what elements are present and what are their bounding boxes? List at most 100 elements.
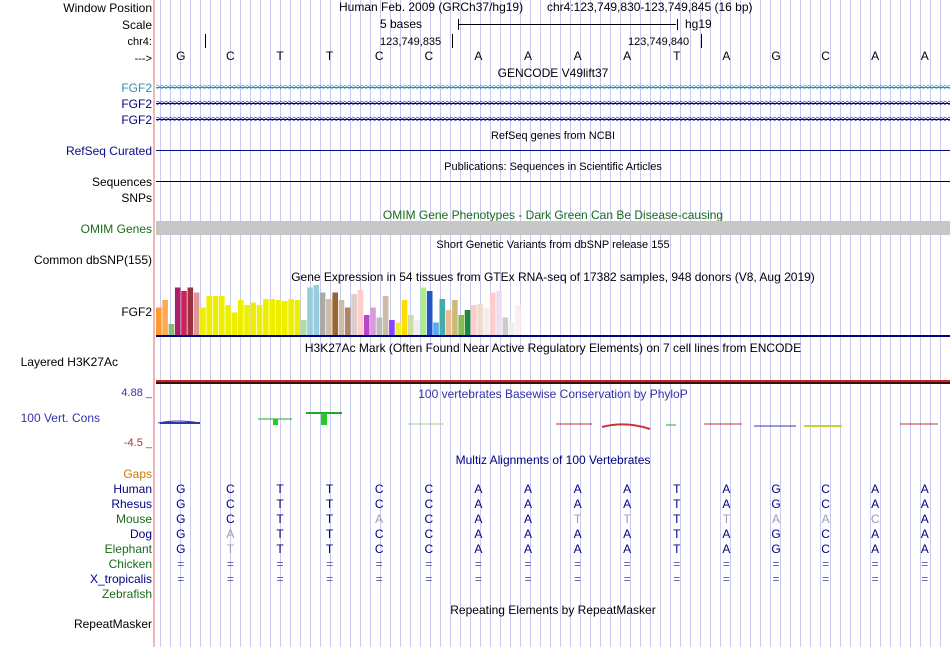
phylop-label[interactable]: 100 Vert. Cons bbox=[20, 411, 100, 425]
gtex-tissue-bar[interactable] bbox=[445, 310, 452, 335]
refseq-title[interactable]: RefSeq genes from NCBI bbox=[490, 130, 616, 142]
gtex-tissue-bar[interactable] bbox=[193, 292, 200, 336]
omim-feature-bar[interactable] bbox=[156, 221, 950, 235]
gtex-tissue-bar[interactable] bbox=[237, 300, 244, 335]
species-label[interactable]: Dog bbox=[129, 527, 152, 541]
gtex-tissue-bar[interactable] bbox=[219, 296, 225, 335]
gtex-tissue-bar[interactable] bbox=[471, 305, 477, 335]
window-position-label[interactable]: Window Position bbox=[63, 1, 152, 15]
gtex-tissue-bar[interactable] bbox=[244, 305, 250, 335]
gtex-tissue-bar[interactable] bbox=[174, 287, 181, 336]
gtex-tissue-bar[interactable] bbox=[439, 299, 446, 335]
gtex-tissue-bar[interactable] bbox=[225, 305, 231, 335]
gtex-tissue-bar[interactable] bbox=[464, 310, 471, 335]
gtex-tissue-bar[interactable] bbox=[263, 299, 269, 335]
repeatmasker-title[interactable]: Repeating Elements by RepeatMasker bbox=[450, 603, 656, 617]
publications-title[interactable]: Publications: Sequences in Scientific Ar… bbox=[444, 161, 662, 173]
gtex-tissue-bar[interactable] bbox=[332, 292, 338, 336]
species-label[interactable]: Mouse bbox=[115, 512, 152, 526]
gtex-tissue-bar[interactable] bbox=[200, 307, 206, 336]
gtex-tissue-bar[interactable] bbox=[401, 300, 408, 335]
gencode-transcript-label[interactable]: FGF2 bbox=[121, 97, 152, 111]
gtex-tissue-bar[interactable] bbox=[496, 291, 502, 335]
gtex-tissue-bar[interactable] bbox=[426, 291, 433, 335]
gtex-tissue-bar[interactable] bbox=[351, 294, 357, 335]
species-label[interactable]: Zebrafish bbox=[101, 587, 152, 601]
gtex-tissue-bar[interactable] bbox=[294, 300, 301, 335]
refseq-label[interactable]: RefSeq Curated bbox=[65, 144, 152, 158]
gtex-tissue-bar[interactable] bbox=[156, 307, 162, 336]
scale-label[interactable]: Scale bbox=[121, 18, 152, 32]
gencode-transcript-label[interactable]: FGF2 bbox=[121, 81, 152, 95]
gencode-transcript-line[interactable] bbox=[156, 119, 950, 120]
publications-line[interactable] bbox=[156, 181, 950, 182]
gaps-label[interactable]: Gaps bbox=[123, 467, 152, 481]
omim-label[interactable]: OMIM Genes bbox=[80, 222, 152, 236]
gtex-tissue-bar[interactable] bbox=[269, 299, 275, 335]
publications-label[interactable]: Sequences bbox=[91, 175, 152, 189]
h3k27ac-signal-dark[interactable] bbox=[156, 382, 950, 384]
gtex-tissue-bar[interactable] bbox=[250, 302, 257, 336]
gtex-label[interactable]: FGF2 bbox=[121, 305, 152, 319]
h3k27ac-label[interactable]: Layered H3K27Ac bbox=[20, 355, 118, 369]
gtex-tissue-bar[interactable] bbox=[477, 304, 483, 335]
gtex-tissue-bar[interactable] bbox=[307, 287, 313, 336]
gtex-tissue-bar[interactable] bbox=[363, 315, 370, 335]
omim-title[interactable]: OMIM Gene Phenotypes - Dark Green Can Be… bbox=[382, 208, 724, 222]
gtex-tissue-bar[interactable] bbox=[389, 320, 395, 335]
gtex-tissue-bar[interactable] bbox=[357, 290, 364, 335]
refseq-gene-line[interactable] bbox=[156, 150, 950, 151]
gtex-tissue-bar[interactable] bbox=[168, 324, 175, 335]
species-label[interactable]: Human bbox=[113, 482, 152, 496]
gtex-tissue-bar[interactable] bbox=[483, 307, 490, 336]
gtex-bar-chart[interactable] bbox=[156, 284, 536, 336]
species-label[interactable]: X_tropicalis bbox=[89, 572, 152, 586]
gencode-transcript-line[interactable] bbox=[156, 87, 950, 88]
gencode-transcript-line[interactable] bbox=[156, 103, 950, 104]
gtex-tissue-bar[interactable] bbox=[508, 322, 515, 336]
gtex-tissue-bar[interactable] bbox=[414, 320, 420, 335]
gtex-tissue-bar[interactable] bbox=[376, 317, 383, 336]
gtex-tissue-bar[interactable] bbox=[282, 301, 288, 335]
gtex-tissue-bar[interactable] bbox=[420, 287, 427, 336]
gtex-tissue-bar[interactable] bbox=[256, 305, 263, 335]
gencode-title[interactable]: GENCODE V49lift37 bbox=[497, 66, 609, 80]
gtex-tissue-bar[interactable] bbox=[212, 296, 219, 335]
species-label[interactable]: Elephant bbox=[104, 542, 152, 556]
gtex-tissue-bar[interactable] bbox=[181, 291, 187, 335]
species-label[interactable]: Chicken bbox=[108, 557, 152, 571]
gtex-tissue-bar[interactable] bbox=[338, 300, 345, 335]
gtex-tissue-bar[interactable] bbox=[489, 292, 496, 336]
repeatmasker-label[interactable]: RepeatMasker bbox=[73, 617, 152, 631]
h3k27ac-title[interactable]: H3K27Ac Mark (Often Found Near Active Re… bbox=[304, 341, 802, 355]
gtex-tissue-bar[interactable] bbox=[458, 315, 464, 335]
dbsnp-title[interactable]: Short Genetic Variants from dbSNP releas… bbox=[436, 239, 670, 251]
gtex-tissue-bar[interactable] bbox=[370, 307, 376, 336]
gtex-tissue-bar[interactable] bbox=[395, 322, 401, 336]
gtex-tissue-bar[interactable] bbox=[275, 300, 282, 335]
gtex-tissue-bar[interactable] bbox=[319, 292, 326, 336]
gtex-tissue-bar[interactable] bbox=[300, 320, 307, 335]
gtex-tissue-bar[interactable] bbox=[515, 305, 521, 335]
gtex-tissue-bar[interactable] bbox=[326, 299, 332, 335]
phylop-title[interactable]: 100 vertebrates Basewise Conservation by… bbox=[418, 387, 688, 401]
strand-arrow-label[interactable]: ---> bbox=[134, 53, 152, 65]
h3k27ac-signal-red[interactable] bbox=[156, 380, 950, 382]
gtex-title[interactable]: Gene Expression in 54 tissues from GTEx … bbox=[291, 270, 815, 284]
gencode-transcript-label[interactable]: FGF2 bbox=[121, 113, 152, 127]
gtex-tissue-bar[interactable] bbox=[206, 296, 212, 335]
multiz-title[interactable]: Multiz Alignments of 100 Vertebrates bbox=[455, 453, 651, 467]
snps-label[interactable]: SNPs bbox=[121, 191, 152, 205]
chrom-label[interactable]: chr4: bbox=[127, 36, 152, 48]
dbsnp-label[interactable]: Common dbSNP(155) bbox=[33, 253, 152, 267]
gtex-tissue-bar[interactable] bbox=[452, 300, 458, 335]
gtex-tissue-bar[interactable] bbox=[408, 315, 414, 335]
gtex-tissue-bar[interactable] bbox=[345, 307, 351, 336]
gtex-tissue-bar[interactable] bbox=[231, 312, 238, 336]
gtex-tissue-bar[interactable] bbox=[502, 317, 509, 336]
gtex-tissue-bar[interactable] bbox=[433, 322, 439, 336]
gtex-tissue-bar[interactable] bbox=[162, 300, 168, 335]
gtex-tissue-bar[interactable] bbox=[382, 296, 389, 335]
phylop-signal[interactable] bbox=[156, 405, 950, 435]
